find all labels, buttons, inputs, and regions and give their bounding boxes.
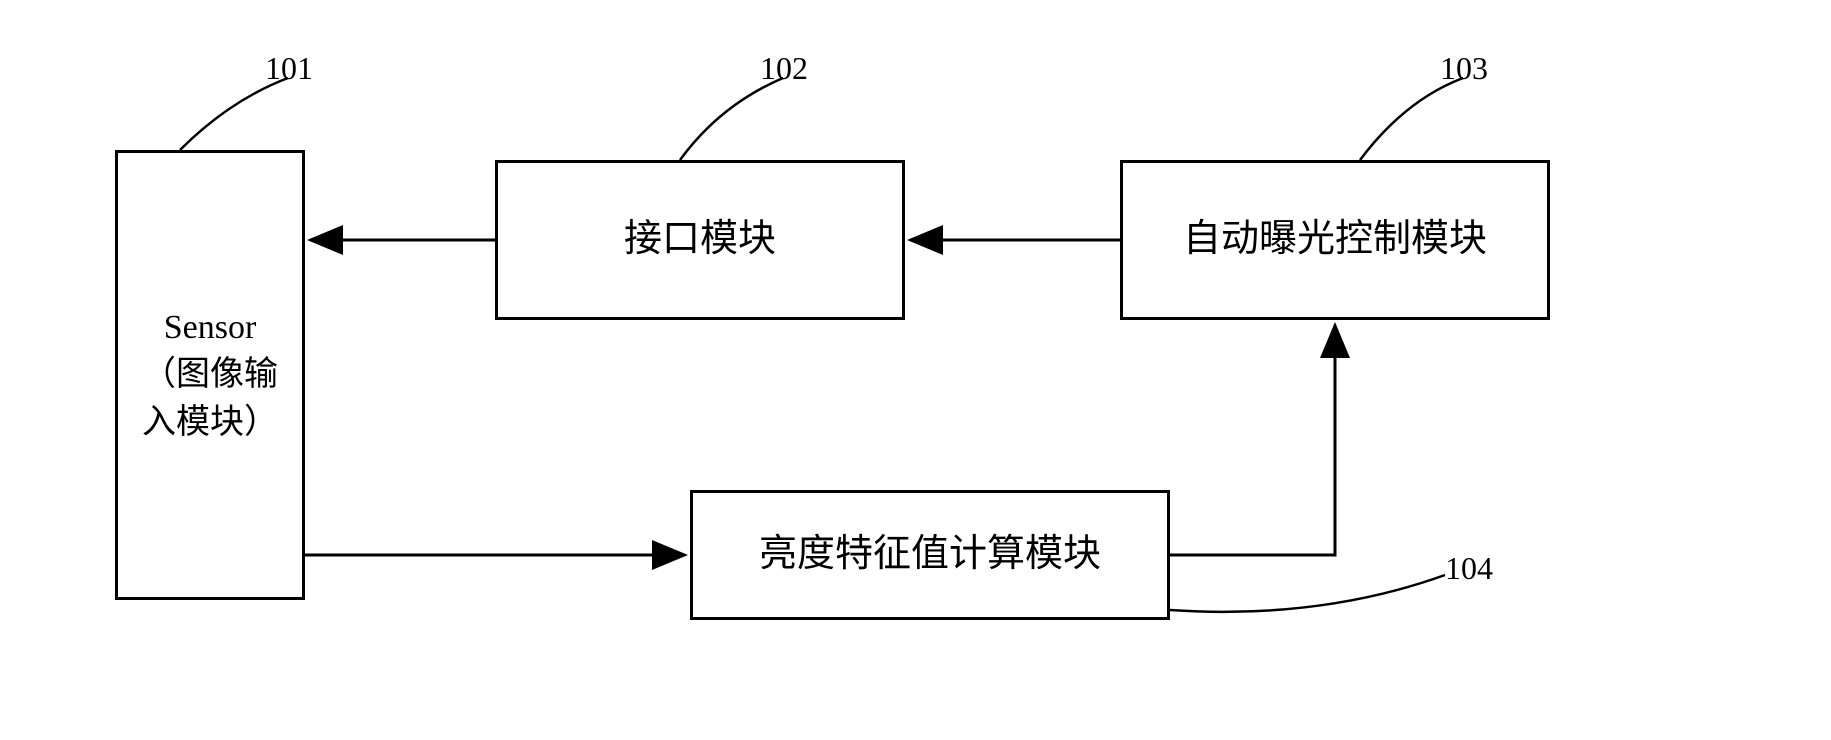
- label-104: 104: [1445, 550, 1493, 587]
- sensor-label: Sensor （图像输 入模块）: [142, 304, 278, 447]
- sensor-line1: Sensor: [142, 304, 278, 352]
- luma-node: 亮度特征值计算模块: [690, 490, 1170, 620]
- luma-label: 亮度特征值计算模块: [759, 528, 1101, 581]
- arrow-luma-to-aec: [1170, 325, 1335, 555]
- interface-node: 接口模块: [495, 160, 905, 320]
- aec-label: 自动曝光控制模块: [1183, 213, 1487, 266]
- sensor-line3: 入模块）: [142, 399, 278, 447]
- sensor-line2: （图像输: [142, 351, 278, 399]
- leader-103: [1360, 78, 1463, 160]
- label-102: 102: [760, 50, 808, 87]
- leader-101: [180, 78, 288, 150]
- leader-104: [1170, 575, 1445, 612]
- interface-label: 接口模块: [624, 213, 776, 266]
- label-103: 103: [1440, 50, 1488, 87]
- label-101: 101: [265, 50, 313, 87]
- sensor-node: Sensor （图像输 入模块）: [115, 150, 305, 600]
- aec-node: 自动曝光控制模块: [1120, 160, 1550, 320]
- leader-102: [680, 78, 783, 160]
